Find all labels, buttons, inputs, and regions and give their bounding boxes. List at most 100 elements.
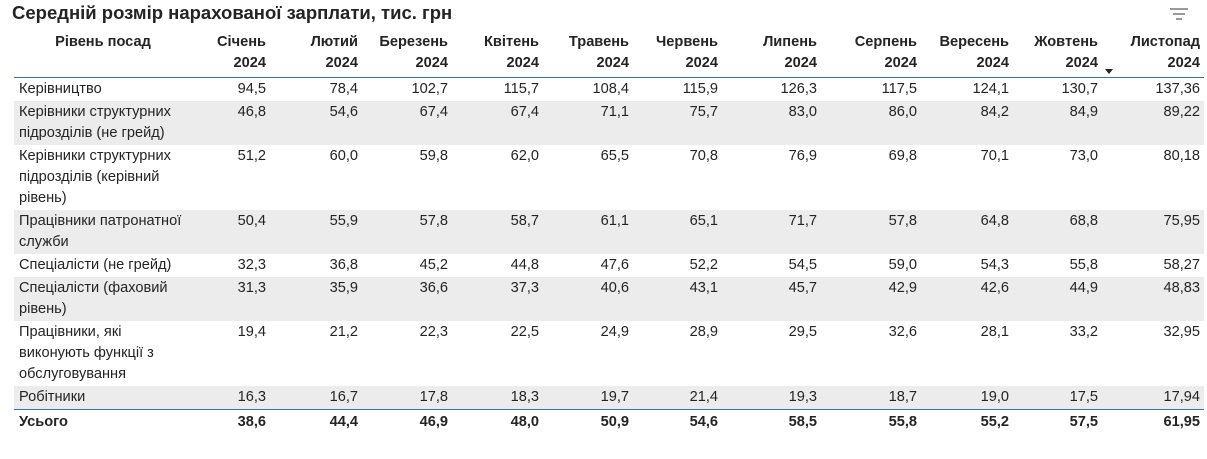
salary-value-cell: 84,9 <box>1013 101 1102 145</box>
salary-value-cell: 17,5 <box>1013 386 1102 410</box>
column-header-label: Січень 2024 <box>217 34 266 71</box>
salary-value-cell: 89,22 <box>1102 101 1204 145</box>
salary-value-cell: 17,8 <box>362 386 452 410</box>
salary-value-cell: 58,7 <box>452 210 543 254</box>
salary-value-cell: 22,3 <box>419 324 448 340</box>
row-label: Спеціалісти (фаховий рівень) <box>14 277 196 321</box>
salary-value-cell: 69,8 <box>888 148 917 164</box>
salary-value-cell: 108,4 <box>592 81 629 97</box>
table-row[interactable]: Працівники, які виконують функції з обсл… <box>14 321 1204 386</box>
salary-value-cell: 61,1 <box>543 210 633 254</box>
salary-value-cell: 64,8 <box>921 210 1013 254</box>
salary-value-cell: 57,8 <box>362 210 452 254</box>
column-header-month[interactable]: Вересень 2024 <box>921 30 1013 78</box>
row-label: Спеціалісти (не грейд) <box>19 257 172 273</box>
salary-value-cell: 32,3 <box>237 257 266 273</box>
salary-value-cell: 48,0 <box>452 409 543 434</box>
row-label: Працівники, які виконують функції з обсл… <box>19 324 154 382</box>
sort-descending-icon[interactable] <box>1105 69 1113 74</box>
column-header-label: Травень 2024 <box>568 34 629 71</box>
salary-value-cell: 57,5 <box>1013 409 1102 434</box>
column-header-label: Лютий 2024 <box>310 34 358 71</box>
salary-value-cell: 117,5 <box>881 81 917 97</box>
column-header-month[interactable]: Березень 2024 <box>362 30 452 78</box>
column-header-label: Вересень 2024 <box>939 34 1009 71</box>
salary-value-cell: 21,2 <box>329 324 358 340</box>
salary-value-cell: 55,8 <box>821 409 921 434</box>
salary-value-cell: 71,7 <box>722 210 821 254</box>
salary-value-cell: 31,3 <box>196 277 270 321</box>
salary-value-cell: 54,6 <box>633 409 722 434</box>
salary-value-cell: 24,9 <box>600 324 629 340</box>
salary-value-cell: 19,3 <box>722 386 821 410</box>
salary-value-cell: 29,5 <box>788 324 817 340</box>
filter-icon[interactable] <box>1170 8 1188 22</box>
salary-value-cell: 35,9 <box>270 277 362 321</box>
column-header-month[interactable]: Січень 2024 <box>196 30 270 78</box>
column-header-label: Квітень 2024 <box>484 34 539 71</box>
salary-value-cell: 62,0 <box>510 148 539 164</box>
salary-value-cell: 130,7 <box>1061 81 1098 97</box>
column-header-month[interactable]: Червень 2024 <box>633 30 722 78</box>
column-header-month[interactable]: Лютий 2024 <box>270 30 362 78</box>
row-label: Робітники <box>14 386 196 410</box>
column-header-month[interactable]: Липень 2024 <box>722 30 821 78</box>
salary-value-cell: 71,1 <box>543 101 633 145</box>
table-row[interactable]: Керівники структурних підрозділів (не гр… <box>14 101 1204 145</box>
salary-value-cell: 84,2 <box>921 101 1013 145</box>
salary-value-cell: 75,7 <box>633 101 722 145</box>
salary-value-cell: 54,5 <box>788 257 817 273</box>
salary-value-cell: 45,7 <box>722 277 821 321</box>
salary-value-cell: 32,95 <box>1163 324 1200 340</box>
salary-value-cell: 46,9 <box>362 409 452 434</box>
salary-value-cell: 80,18 <box>1163 148 1200 164</box>
salary-value-cell: 102,7 <box>411 81 448 97</box>
column-header-label: Серпень 2024 <box>854 34 917 71</box>
header-row: Рівень посад Січень 2024 Лютий 2024 Березен… <box>14 30 1204 78</box>
salary-value-cell: 54,6 <box>270 101 362 145</box>
salary-value-cell: 55,2 <box>921 409 1013 434</box>
salary-value-cell: 44,4 <box>270 409 362 434</box>
column-header-month[interactable]: Травень 2024 <box>543 30 633 78</box>
row-label: Працівники патронатної служби <box>14 210 196 254</box>
column-header-month[interactable]: Серпень 2024 <box>821 30 921 78</box>
column-header-month[interactable]: Квітень 2024 <box>452 30 543 78</box>
salary-value-cell: 61,95 <box>1102 409 1204 434</box>
salary-value-cell: 45,2 <box>419 257 448 273</box>
salary-value-cell: 67,4 <box>362 101 452 145</box>
table-row[interactable]: Керівництво 94,5 78,4 102,7 115,7 108,4 115,9 1… <box>14 78 1204 102</box>
salary-value-cell: 16,7 <box>270 386 362 410</box>
salary-value-cell: 65,5 <box>600 148 629 164</box>
column-header-month[interactable]: Листопад 2024 <box>1102 30 1204 78</box>
salary-value-cell: 68,8 <box>1013 210 1102 254</box>
table-row[interactable]: Працівники патронатної служби 50,4 55,9 57,… <box>14 210 1204 254</box>
salary-value-cell: 17,94 <box>1102 386 1204 410</box>
salary-value-cell: 18,3 <box>452 386 543 410</box>
salary-value-cell: 52,2 <box>689 257 718 273</box>
salary-value-cell: 44,9 <box>1013 277 1102 321</box>
salary-value-cell: 115,7 <box>503 81 539 97</box>
salary-value-cell: 124,1 <box>972 81 1009 97</box>
salary-value-cell: 42,9 <box>821 277 921 321</box>
table-row[interactable]: Спеціалісти (не грейд) 32,3 36,8 45,2 44,8 47… <box>14 254 1204 277</box>
salary-value-cell: 115,9 <box>682 81 718 97</box>
salary-value-cell: 86,0 <box>821 101 921 145</box>
salary-value-cell: 94,5 <box>237 81 266 97</box>
table-body: Керівництво 94,5 78,4 102,7 115,7 108,4 115,9 1… <box>14 78 1204 434</box>
salary-value-cell: 137,36 <box>1155 81 1200 97</box>
column-header-label: Жовтень 2024 <box>1034 34 1098 71</box>
salary-value-cell: 19,4 <box>237 324 266 340</box>
column-header-month[interactable]: Жовтень 2024 <box>1013 30 1102 78</box>
salary-value-cell: 19,7 <box>543 386 633 410</box>
salary-value-cell: 51,2 <box>237 148 266 164</box>
salary-value-cell: 43,1 <box>633 277 722 321</box>
column-header-position-level[interactable]: Рівень посад <box>14 30 196 78</box>
table-row[interactable]: Робітники 16,3 16,7 17,8 18,3 19,7 21,4 19,3 18,… <box>14 386 1204 410</box>
salary-value-cell: 36,8 <box>329 257 358 273</box>
salary-value-cell: 16,3 <box>196 386 270 410</box>
salary-value-cell: 19,0 <box>921 386 1013 410</box>
table-row[interactable]: Керівники структурних підрозділів (керів… <box>14 145 1204 210</box>
table-row[interactable]: Спеціалісти (фаховий рівень) 31,3 35,9 36,6… <box>14 277 1204 321</box>
salary-value-cell: 67,4 <box>452 101 543 145</box>
total-row[interactable]: Усього 38,6 44,4 46,9 48,0 50,9 54,6 58,5 55,8 55… <box>14 409 1204 434</box>
